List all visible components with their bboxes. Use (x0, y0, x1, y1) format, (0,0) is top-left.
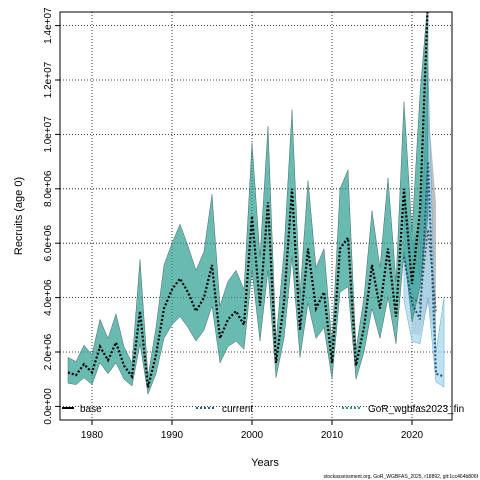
x-tick-label: 2000 (241, 430, 264, 441)
y-axis-title: Recruits (age 0) (13, 177, 25, 255)
legend-label: base (80, 404, 102, 415)
line-gor-wgbfas2023-fin (67, 12, 429, 388)
legend-label: current (222, 404, 253, 415)
y-tick-label: 4.0e+06 (43, 279, 54, 316)
x-axis-title: Years (251, 457, 279, 469)
legend: base current GoR_wgbfas2023_fin (62, 404, 464, 415)
footnote: stockassessment.org, GoR_WGBFAS_2025, r1… (323, 474, 478, 480)
y-tick-label: 2.0e+06 (43, 333, 54, 370)
legend-label: GoR_wgbfas2023_fin (368, 404, 464, 415)
x-tick-label: 1980 (81, 430, 104, 441)
y-tick-label: 1.0e+07 (43, 116, 54, 153)
x-tick-label: 1990 (161, 430, 184, 441)
y-tick-label: 6.0e+06 (43, 225, 54, 262)
band-gor-wgbfas2023-fin (67, 12, 429, 396)
confidence-bands (67, 12, 445, 396)
y-tick-label: 0.0e+00 (43, 388, 54, 425)
y-tick-label: 1.4e+07 (43, 7, 54, 44)
y-tick-label: 8.0e+06 (43, 170, 54, 207)
x-axis: 1980 1990 2000 2010 2020 (81, 420, 424, 441)
y-axis: 0.0e+00 2.0e+06 4.0e+06 6.0e+06 8.0e+06 1.0e+… (43, 7, 60, 425)
line-current (403, 161, 445, 378)
x-tick-label: 2020 (401, 430, 424, 441)
x-tick-label: 2010 (321, 430, 344, 441)
plot-frame (59, 11, 453, 421)
y-tick-label: 1.2e+07 (43, 61, 54, 98)
series-lines (67, 12, 445, 388)
